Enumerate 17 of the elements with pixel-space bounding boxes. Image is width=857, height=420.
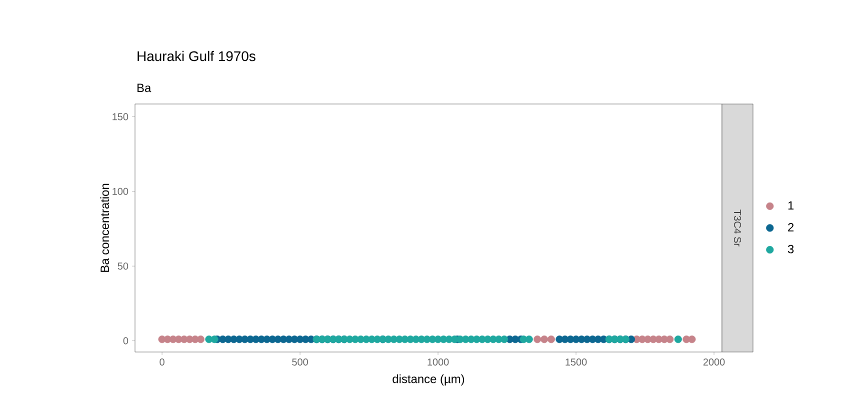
text: T3C4 Sr [734,210,742,246]
x-tick-label: 0 [160,358,164,366]
legend-label: 3 [788,244,794,254]
chart-title: Hauraki Gulf 1970s [138,50,256,62]
x-tick-label: 500 [292,358,308,366]
y-tick-label: 50 [118,262,128,270]
x-tick-label: 2000 [703,358,725,366]
x-axis-title: distance (µm) [392,374,464,386]
y-tick-label: 150 [112,113,128,120]
chart-subtitle: Ba [138,84,152,92]
x-tick-label: 1500 [566,358,587,366]
y-axis-title: Ba concentration [100,184,110,272]
y-tick-label: 100 [112,188,128,195]
x-tick-label: 1000 [428,358,449,366]
legend-label: 2 [788,223,794,232]
y-tick-label: 0 [123,337,128,344]
legend-label: 1 [788,201,794,210]
